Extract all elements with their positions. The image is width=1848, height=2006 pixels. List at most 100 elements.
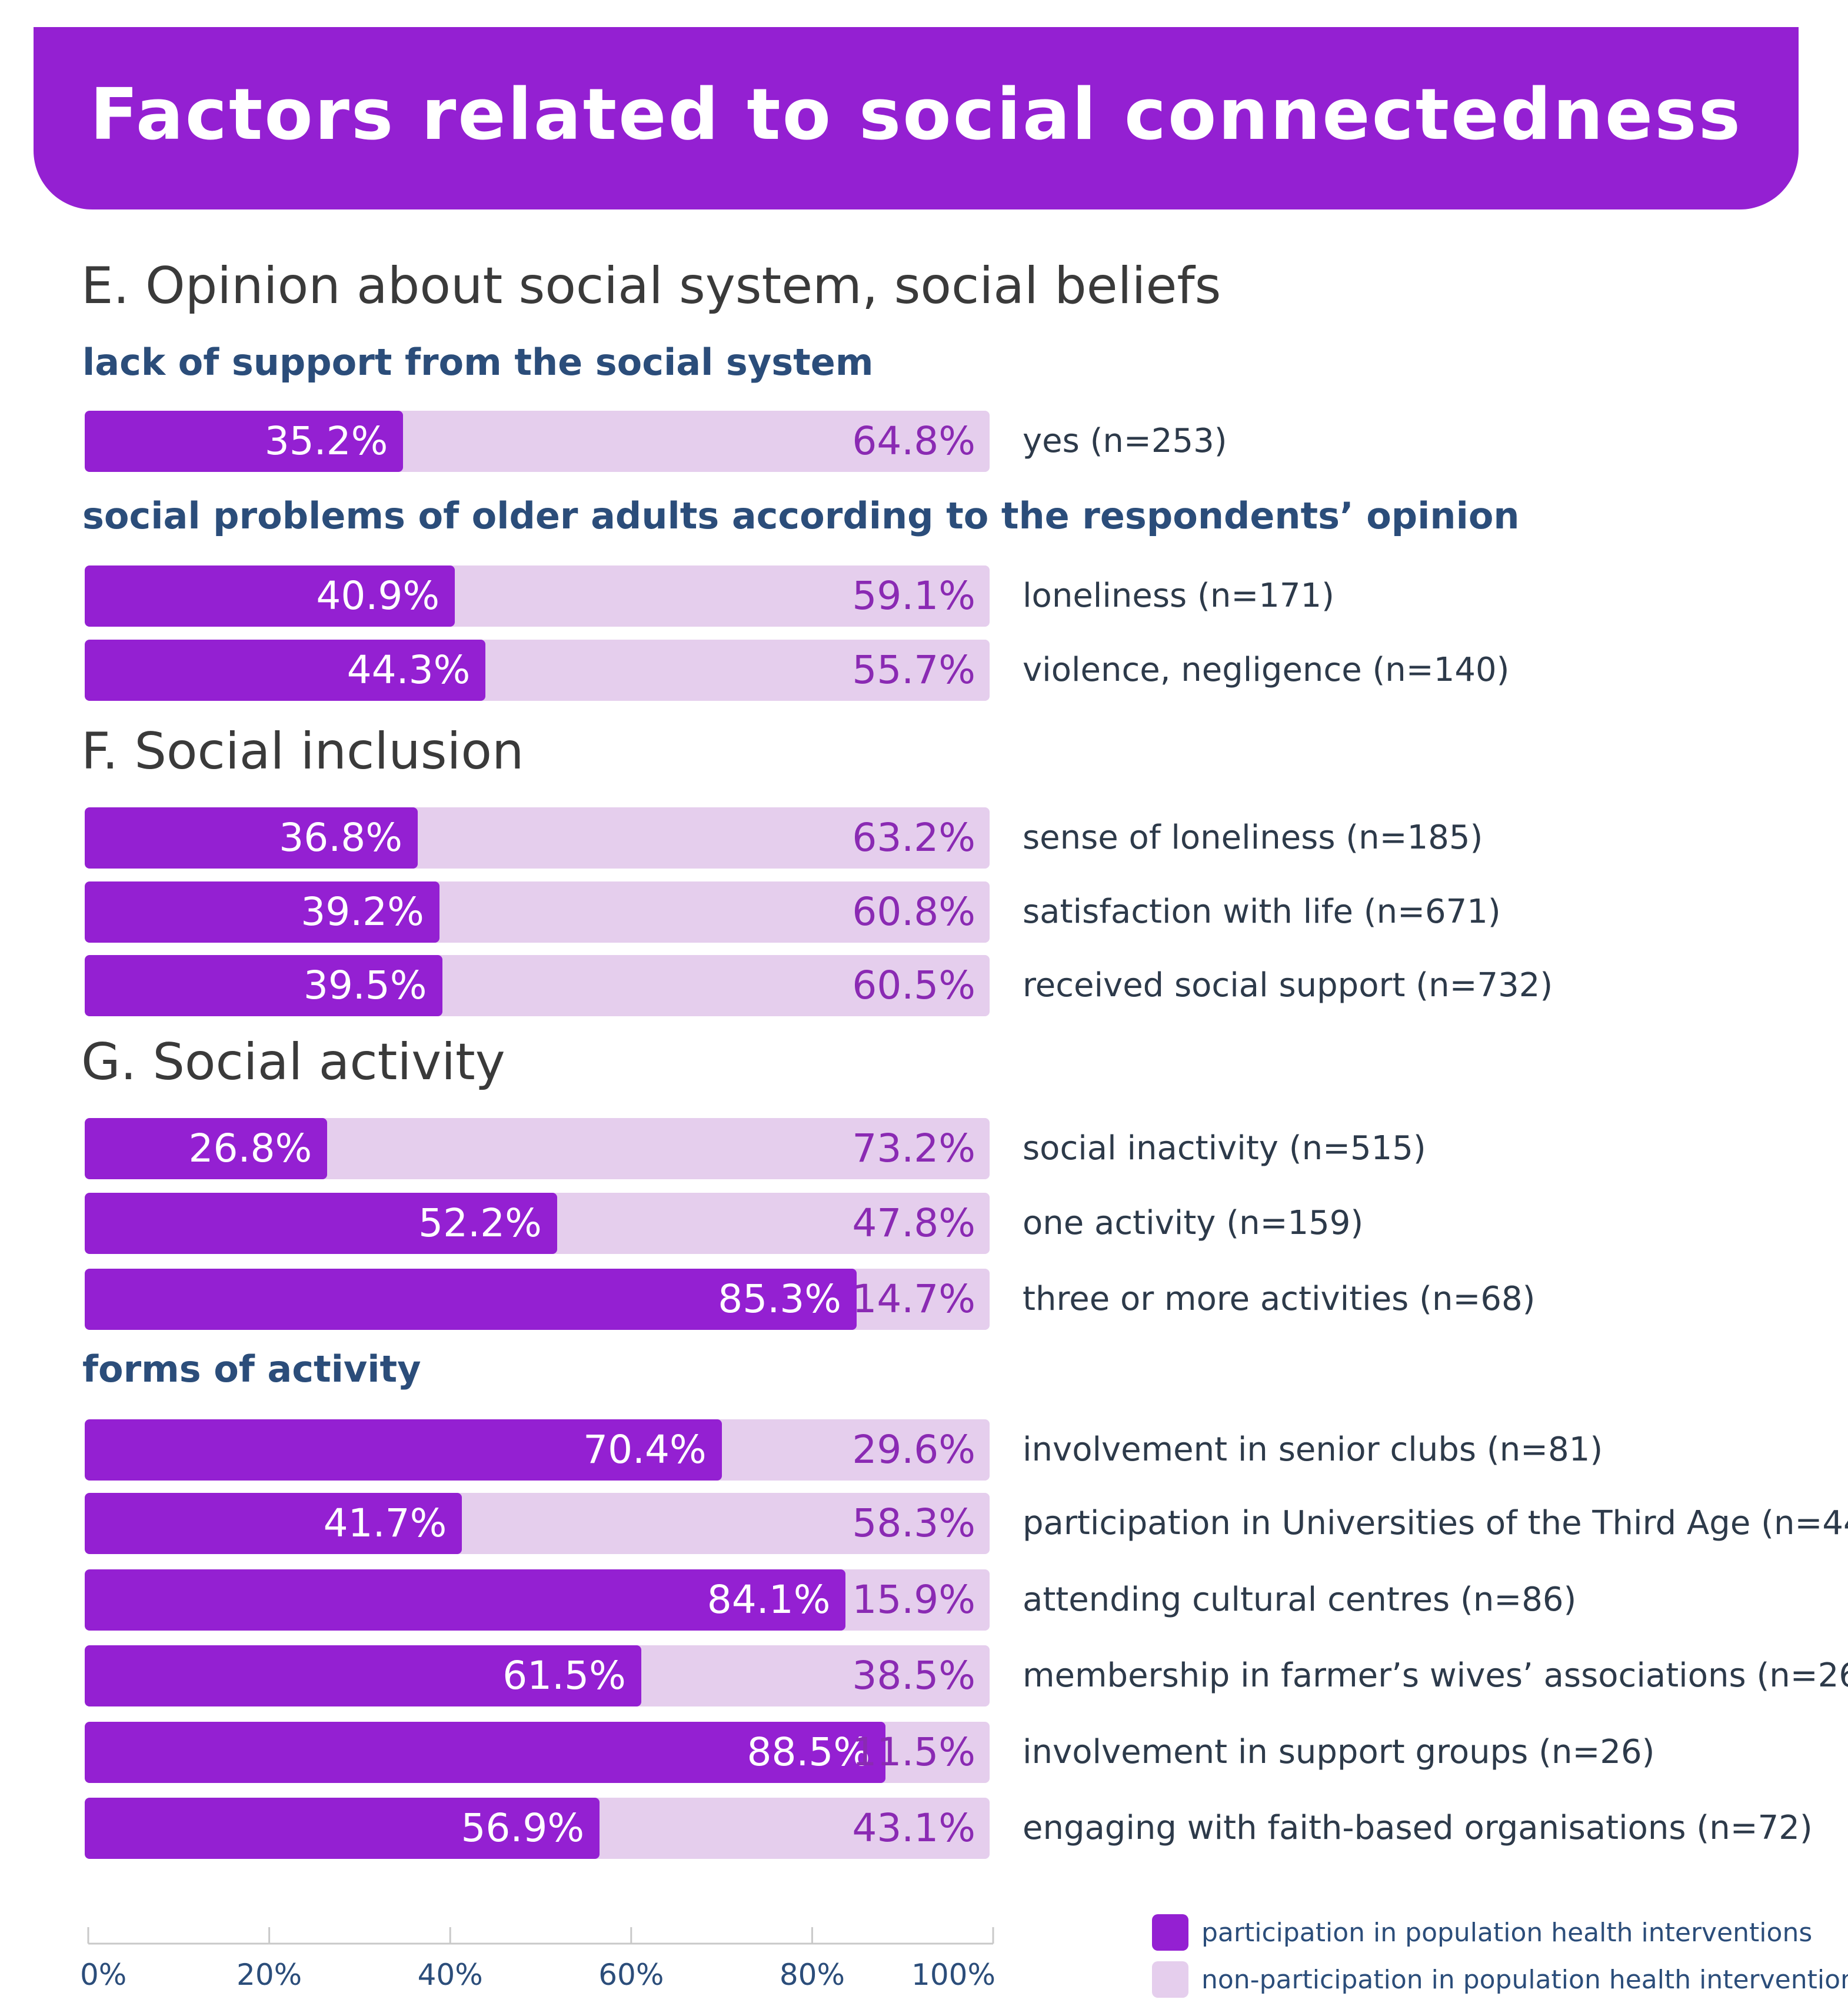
bar-row: 61.5% 38.5% membership in farmer’s wives’ …: [85, 1645, 1848, 1706]
bar-row: 26.8% 73.2% social inactivity (n=515): [85, 1118, 1826, 1179]
value-label-non-participation: 73.2%: [852, 1126, 975, 1171]
bar-participation: [85, 1419, 722, 1481]
bar-participation: [85, 1193, 557, 1254]
bar-participation: [85, 411, 404, 472]
x-axis: 0% 20% 40% 60% 80% 100%: [80, 1927, 995, 1992]
value-label-participation: 88.5%: [747, 1729, 871, 1775]
value-label-non-participation: 64.8%: [852, 418, 975, 464]
legend-swatch-participation: [1152, 1914, 1188, 1951]
x-tick-label: 100%: [911, 1958, 995, 1992]
row-label: satisfaction with life (n=671): [1023, 893, 1501, 931]
legend-label-non-participation: non-participation in population health i…: [1201, 1965, 1848, 1995]
row-label: sense of loneliness (n=185): [1023, 819, 1483, 857]
legend-swatch-non-participation: [1152, 1961, 1188, 1998]
bar-non-participation: 36.8% 63.2%: [85, 807, 990, 869]
bar-row: 41.7% 58.3% participation in Universities …: [85, 1493, 1848, 1554]
value-label-non-participation: 63.2%: [852, 815, 975, 860]
bar-row: 36.8% 63.2% sense of loneliness (n=185): [85, 807, 1826, 869]
x-tick-label: 80%: [780, 1958, 845, 1992]
bar-non-participation: 26.8% 73.2%: [85, 1118, 990, 1179]
row-label: one activity (n=159): [1023, 1204, 1364, 1242]
row-label: received social support (n=732): [1023, 966, 1553, 1004]
value-label-participation: 41.7%: [323, 1501, 447, 1546]
bar-non-participation: 40.9% 59.1%: [85, 565, 990, 627]
bar-participation: [85, 1569, 846, 1631]
value-label-participation: 85.3%: [718, 1276, 841, 1322]
bar-participation: [85, 1798, 600, 1859]
bar-participation: [85, 1493, 462, 1554]
value-label-non-participation: 60.5%: [852, 963, 975, 1008]
value-label-participation: 44.3%: [347, 647, 471, 693]
value-label-participation: 56.9%: [461, 1805, 585, 1851]
row-label: involvement in senior clubs (n=81): [1023, 1431, 1603, 1469]
subheading-social-problems: social problems of older adults accordin…: [82, 494, 1520, 537]
row-label: membership in farmer’s wives’ associatio…: [1023, 1656, 1848, 1695]
bar-participation: [85, 807, 418, 869]
subheading-forms-of-activity: forms of activity: [82, 1348, 421, 1390]
row-label: attending cultural centres (n=86): [1023, 1581, 1577, 1619]
value-label-participation: 70.4%: [583, 1427, 707, 1472]
bar-participation: [85, 1118, 328, 1179]
bar-non-participation: 41.7% 58.3%: [85, 1493, 990, 1554]
bar-participation: [85, 565, 455, 627]
bar-participation: [85, 640, 486, 701]
bar-participation: [85, 955, 442, 1016]
x-tick-label: 0%: [80, 1958, 126, 1992]
value-label-participation: 84.1%: [707, 1577, 831, 1622]
bar-non-participation: 88.5% 11.5%: [85, 1722, 990, 1783]
value-label-participation: 52.2%: [418, 1200, 542, 1246]
bar-participation: [85, 1722, 886, 1783]
bar-non-participation: 39.5% 60.5%: [85, 955, 990, 1016]
value-label-non-participation: 15.9%: [852, 1577, 975, 1622]
bar-row: 35.2% 64.8% yes (n=253): [85, 411, 1826, 472]
value-label-non-participation: 59.1%: [852, 573, 975, 618]
section-heading-e: E. Opinion about social system, social b…: [81, 257, 1221, 315]
value-label-non-participation: 38.5%: [852, 1653, 975, 1698]
bar-row: 39.2% 60.8% satisfaction with life (n=671): [85, 881, 1826, 943]
value-label-participation: 39.2%: [301, 889, 424, 934]
bar-row: 70.4% 29.6% involvement in senior clubs (n…: [85, 1419, 1826, 1481]
row-label: yes (n=253): [1023, 422, 1227, 460]
row-label: three or more activities (n=68): [1023, 1280, 1536, 1318]
bar-participation: [85, 1645, 641, 1706]
bar-non-participation: 56.9% 43.1%: [85, 1798, 990, 1859]
value-label-non-participation: 58.3%: [852, 1501, 975, 1546]
value-label-participation: 36.8%: [279, 815, 402, 860]
x-tick-label: 20%: [237, 1958, 302, 1992]
value-label-non-participation: 60.8%: [852, 889, 975, 934]
row-label: loneliness (n=171): [1023, 577, 1334, 615]
value-label-non-participation: 11.5%: [852, 1729, 975, 1775]
subheading-lack-of-support: lack of support from the social system: [82, 341, 874, 384]
value-label-non-participation: 55.7%: [852, 647, 975, 693]
bar-row: 56.9% 43.1% engaging with faith-based orga…: [85, 1798, 1826, 1859]
bar-non-participation: 44.3% 55.7%: [85, 640, 990, 701]
bar-non-participation: 85.3% 14.7%: [85, 1269, 990, 1330]
bar-non-participation: 70.4% 29.6%: [85, 1419, 990, 1481]
row-label: participation in Universities of the Thi…: [1023, 1504, 1848, 1542]
value-label-non-participation: 43.1%: [852, 1805, 975, 1851]
bar-non-participation: 61.5% 38.5%: [85, 1645, 990, 1706]
bar-row: 84.1% 15.9% attending cultural centres (n=…: [85, 1569, 1826, 1631]
legend-label-participation: participation in population health inter…: [1201, 1918, 1813, 1948]
bar-non-participation: 35.2% 64.8%: [85, 411, 990, 472]
x-tick-label: 40%: [418, 1958, 483, 1992]
bar-participation: [85, 881, 439, 943]
section-heading-f: F. Social inclusion: [81, 722, 524, 781]
row-label: violence, negligence (n=140): [1023, 651, 1510, 689]
value-label-non-participation: 14.7%: [852, 1276, 975, 1322]
bar-non-participation: 84.1% 15.9%: [85, 1569, 990, 1631]
bar-non-participation: 39.2% 60.8%: [85, 881, 990, 943]
title-banner: Factors related to social connectedness: [34, 27, 1799, 209]
bar-row: 44.3% 55.7% violence, negligence (n=140): [85, 640, 1826, 701]
row-label: engaging with faith-based organisations …: [1023, 1809, 1813, 1847]
value-label-participation: 26.8%: [188, 1126, 312, 1171]
value-label-participation: 61.5%: [502, 1653, 626, 1698]
row-label: social inactivity (n=515): [1023, 1129, 1426, 1167]
bar-row: 39.5% 60.5% received social support (n=732…: [85, 955, 1826, 1016]
chart-title: Factors related to social connectedness: [89, 74, 1743, 156]
value-label-participation: 39.5%: [303, 963, 427, 1008]
value-label-non-participation: 47.8%: [852, 1200, 975, 1246]
section-heading-g: G. Social activity: [81, 1033, 505, 1092]
bar-participation: [85, 1269, 857, 1330]
bar-row: 52.2% 47.8% one activity (n=159): [85, 1193, 1826, 1254]
